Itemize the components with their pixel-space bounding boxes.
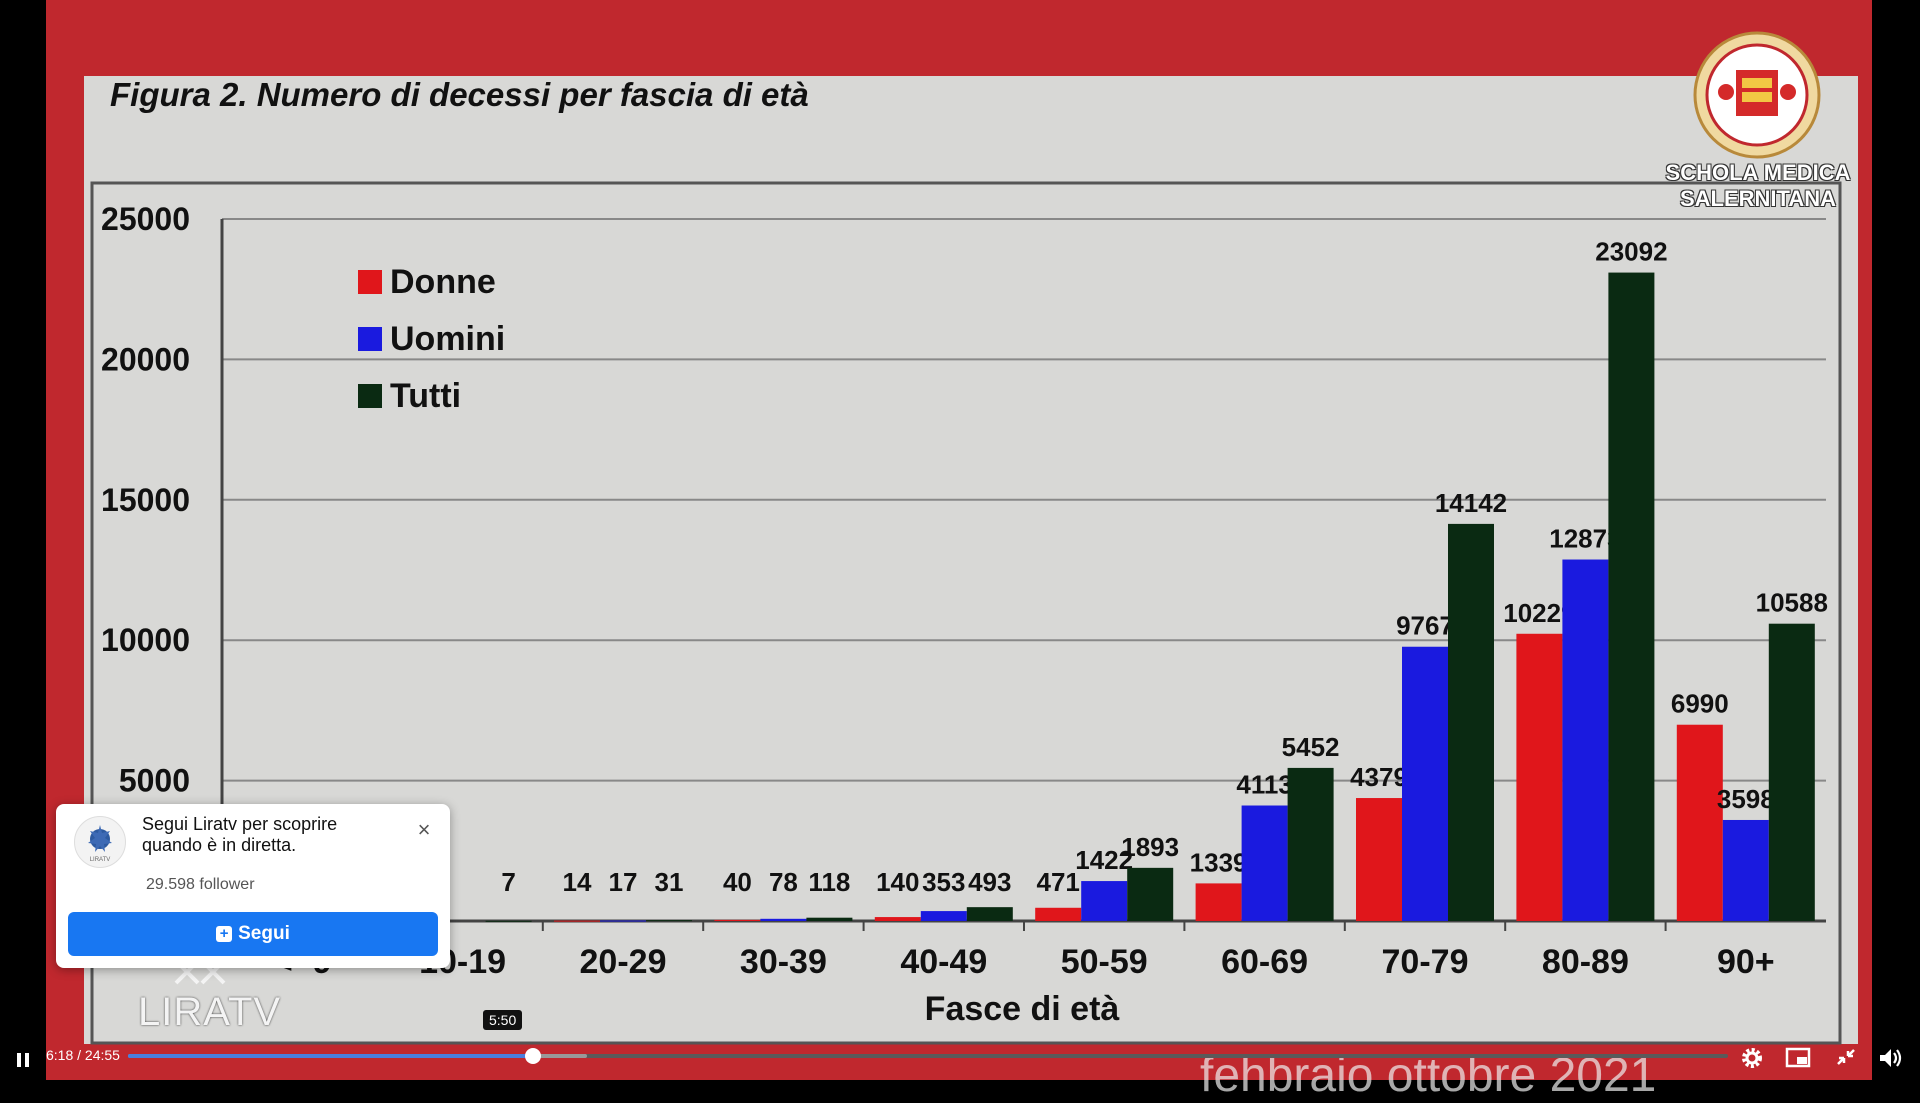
- bar-uomini: [1081, 881, 1128, 921]
- data-label: 1422: [1075, 845, 1133, 875]
- bar-uomini: [1402, 646, 1448, 921]
- chart-border: [90, 181, 1842, 1045]
- bar-chart: 500010000150002000025000<=910-194720-291…: [90, 181, 1842, 1045]
- data-label: 493: [968, 867, 1011, 897]
- bar-uomini: [600, 920, 646, 922]
- data-label: 14: [563, 867, 592, 897]
- follow-button[interactable]: + Segui: [68, 912, 438, 956]
- bar-donne: [554, 920, 600, 922]
- legend-label-tutti: Tutti: [390, 377, 461, 415]
- bar-uomini: [1722, 819, 1769, 921]
- data-label: 14142: [1435, 488, 1507, 518]
- data-label: 7: [501, 867, 515, 897]
- data-label: 6990: [1671, 689, 1729, 719]
- bar-tutti: [806, 917, 853, 921]
- y-tick-label: 5000: [119, 763, 190, 799]
- follow-button-label: Segui: [238, 923, 290, 944]
- x-tick-label: 50-59: [1061, 943, 1148, 981]
- figure-title: Figura 2. Numero di decessi per fascia d…: [110, 76, 809, 113]
- channel-logo: LIRATV: [138, 990, 282, 1034]
- data-label: 23092: [1595, 237, 1667, 267]
- data-label: 10588: [1756, 588, 1828, 618]
- data-label: 471: [1037, 867, 1080, 897]
- x-tick-label: 70-79: [1382, 943, 1469, 981]
- bar-uomini: [920, 911, 967, 921]
- y-tick-label: 20000: [101, 341, 190, 377]
- data-label: 9767: [1396, 611, 1454, 641]
- bar-tutti: [646, 920, 692, 922]
- legend-swatch-tutti: [358, 384, 382, 408]
- seal-logo-icon: [1693, 31, 1821, 159]
- bar-uomini: [760, 918, 807, 921]
- logo-caption-line2: SALERNITANA: [1679, 186, 1837, 211]
- x-tick-label: 30-39: [740, 943, 827, 981]
- data-label: 118: [808, 867, 850, 897]
- follower-count: 29.598 follower: [146, 876, 255, 893]
- bar-tutti: [966, 907, 1013, 921]
- time-display: 6:18 / 24:55: [46, 1047, 120, 1063]
- bar-donne: [1676, 724, 1723, 921]
- x-tick-label: 40-49: [900, 943, 987, 981]
- follow-popup: LIRATV Segui Liratv per scoprire quando …: [56, 804, 450, 968]
- volume-icon[interactable]: [1876, 1044, 1904, 1072]
- data-label: 3598: [1717, 784, 1775, 814]
- logo-caption: SCHOLA MEDICA SALERNITANA: [1650, 160, 1866, 212]
- bar-donne: [874, 917, 921, 921]
- bar-uomini: [1241, 805, 1288, 921]
- legend-swatch-uomini: [358, 327, 382, 351]
- data-label: 1339: [1190, 847, 1248, 877]
- data-label: 40: [723, 867, 752, 897]
- bar-tutti: [1287, 767, 1334, 921]
- data-label: 5452: [1282, 732, 1340, 762]
- data-label: 140: [876, 867, 919, 897]
- bar-donne: [1195, 883, 1242, 921]
- exit-fullscreen-icon[interactable]: [1832, 1044, 1860, 1072]
- y-tick-label: 25000: [101, 201, 190, 237]
- legend-swatch-donne: [358, 270, 382, 294]
- picture-in-picture-icon[interactable]: [1784, 1044, 1812, 1072]
- pause-bar-right: [25, 1053, 29, 1067]
- pause-bar-left: [17, 1053, 21, 1067]
- y-tick-label: 10000: [101, 622, 190, 658]
- data-label: 31: [655, 867, 684, 897]
- player-controls: 6:18 / 24:55: [0, 1040, 1920, 1080]
- bar-tutti: [1608, 272, 1655, 921]
- legend-label-uomini: Uomini: [390, 320, 505, 358]
- liratv-avatar-icon: LIRATV: [88, 825, 112, 863]
- bar-donne: [1356, 798, 1402, 921]
- close-icon[interactable]: ×: [417, 817, 431, 842]
- hover-time-tooltip: 5:50: [483, 1010, 523, 1030]
- x-tick-label: 90+: [1717, 943, 1775, 981]
- bar-donne: [1516, 633, 1563, 921]
- channel-avatar[interactable]: LIRATV: [74, 816, 126, 868]
- bar-donne: [714, 919, 761, 921]
- x-tick-label: 60-69: [1221, 943, 1308, 981]
- x-tick-label: 80-89: [1542, 943, 1629, 981]
- logo-caption-line1: SCHOLA MEDICA: [1665, 160, 1851, 185]
- bar-tutti: [1127, 867, 1174, 921]
- legend-label-donne: Donne: [390, 263, 496, 301]
- bar-donne: [1035, 907, 1082, 921]
- progress-played: [128, 1054, 533, 1058]
- data-label: 4113: [1236, 770, 1292, 800]
- pause-button[interactable]: [14, 1045, 34, 1075]
- bar-tutti: [1768, 623, 1815, 921]
- bar-uomini: [1562, 559, 1609, 921]
- gear-icon[interactable]: [1738, 1044, 1766, 1072]
- x-axis-title: Fasce di età: [925, 990, 1120, 1028]
- data-label: 17: [609, 867, 638, 897]
- svg-text:LIRATV: LIRATV: [90, 857, 111, 863]
- data-label: 1893: [1121, 832, 1179, 862]
- popup-message: Segui Liratv per scoprire quando è in di…: [142, 814, 338, 855]
- x-tick-label: 20-29: [580, 943, 667, 981]
- plus-icon: +: [216, 926, 233, 942]
- y-tick-label: 15000: [101, 482, 190, 518]
- progress-bar[interactable]: [128, 1048, 1728, 1064]
- progress-scrubber[interactable]: [524, 1048, 541, 1064]
- data-label: 353: [922, 867, 965, 897]
- data-label: 4379: [1350, 762, 1408, 792]
- bar-tutti: [1448, 523, 1494, 921]
- bar-tutti: [485, 920, 532, 922]
- data-label: 78: [769, 867, 798, 897]
